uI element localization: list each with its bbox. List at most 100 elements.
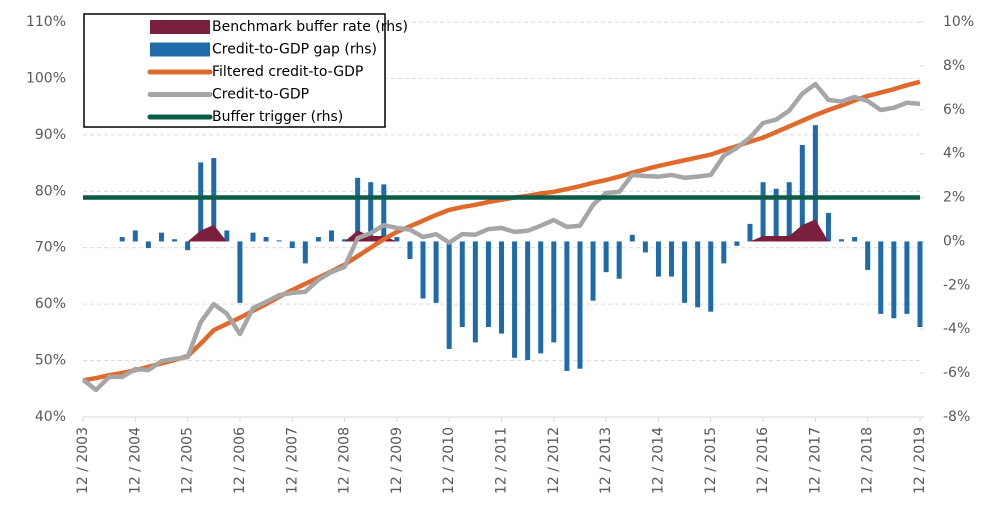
x-tick-label: 12 / 2009: [389, 427, 405, 494]
bar: [812, 125, 818, 242]
bar: [145, 241, 151, 249]
bar: [158, 232, 164, 242]
x-tick-label: 12 / 2012: [546, 427, 562, 494]
bar: [250, 232, 256, 242]
y2-tick-label: 0%: [943, 233, 965, 249]
legend-label: Filtered credit-to-GDP: [212, 64, 363, 80]
legend-box: [83, 13, 386, 128]
bar: [551, 241, 557, 343]
bar: [760, 182, 766, 242]
bar: [328, 230, 334, 242]
y2-tick-label: -4%: [943, 321, 970, 337]
legend-label: Benchmark buffer rate (rhs): [212, 19, 408, 35]
bar: [198, 162, 204, 242]
x-tick-label: 12 / 2008: [337, 427, 353, 494]
x-tick-label: 12 / 2011: [494, 427, 510, 494]
bar: [289, 241, 295, 249]
x-tick-label: 12 / 2013: [598, 427, 614, 494]
y2-tick-label: 8%: [943, 58, 965, 74]
bar: [381, 184, 387, 242]
y-tick-label: 60%: [35, 296, 66, 312]
x-tick-label: 12 / 2015: [703, 427, 719, 494]
bar: [577, 241, 583, 369]
bar: [852, 237, 858, 242]
bar: [224, 230, 230, 242]
bar: [616, 241, 622, 279]
bar: [747, 223, 753, 242]
bar: [695, 241, 701, 308]
bar: [721, 241, 727, 264]
x-tick-label: 12 / 2004: [127, 427, 143, 494]
x-tick-label: 12 / 2010: [441, 427, 457, 494]
x-tick-label: 12 / 2005: [180, 427, 196, 494]
bar: [355, 177, 361, 242]
bar: [708, 241, 714, 312]
y2-tick-label: 6%: [943, 102, 965, 118]
bar: [629, 234, 635, 242]
bar: [773, 188, 779, 242]
bar: [368, 182, 374, 242]
x-tick-label: 12 / 2018: [860, 427, 876, 494]
bar: [394, 237, 400, 242]
bar: [878, 241, 884, 314]
bar: [917, 241, 923, 328]
y2-tick-label: -8%: [943, 409, 970, 425]
y-tick-label: 90%: [35, 127, 66, 143]
bar: [891, 241, 897, 319]
bar: [315, 237, 321, 242]
x-tick-label: 12 / 2006: [232, 427, 248, 494]
bar: [655, 241, 661, 277]
x-tick-label: 12 / 2014: [650, 427, 666, 494]
bar: [786, 182, 792, 242]
bar: [839, 239, 845, 242]
y-tick-label: 40%: [35, 409, 66, 425]
x-tick-label: 12 / 2017: [807, 427, 823, 494]
bar: [302, 241, 308, 264]
line: [81, 81, 921, 393]
bar: [433, 241, 439, 303]
bar: [904, 241, 910, 314]
bar: [799, 144, 805, 242]
area: [83, 219, 920, 242]
legend-swatch: [150, 20, 210, 34]
bar: [603, 241, 609, 273]
legend-label: Buffer trigger (rhs): [212, 109, 343, 125]
bar: [538, 241, 544, 354]
bar: [642, 241, 648, 253]
y-tick-label: 80%: [35, 183, 66, 199]
bar: [669, 241, 675, 277]
bar: [185, 241, 191, 251]
bar: [590, 241, 596, 301]
bar: [459, 241, 465, 328]
bar: [734, 241, 740, 246]
bar: [564, 241, 570, 371]
bar: [682, 241, 688, 303]
legend-label: Credit-to-GDP: [212, 87, 309, 103]
y2-tick-label: -6%: [943, 365, 970, 381]
bar: [342, 239, 348, 242]
x-tick-label: 12 / 2019: [912, 427, 928, 494]
bar: [237, 241, 243, 303]
bar: [499, 241, 504, 334]
legend-swatch: [150, 42, 210, 57]
y-tick-label: 110%: [26, 14, 66, 30]
bar: [420, 241, 426, 299]
bar: [825, 212, 831, 242]
y2-tick-label: -2%: [943, 277, 970, 293]
bar: [485, 241, 491, 328]
y2-tick-label: 4%: [943, 146, 965, 162]
legend-label: Credit-to-GDP gap (rhs): [212, 42, 377, 58]
bar: [276, 240, 282, 242]
x-tick-label: 12 / 2007: [284, 427, 300, 494]
bar: [865, 241, 871, 270]
bar: [407, 241, 413, 259]
bar: [263, 237, 269, 242]
bar: [472, 241, 478, 343]
bar: [512, 241, 518, 358]
bar: [446, 241, 452, 349]
bar: [119, 237, 125, 242]
y-tick-label: 70%: [35, 240, 66, 256]
bar: [132, 230, 138, 242]
bar: [525, 241, 531, 360]
